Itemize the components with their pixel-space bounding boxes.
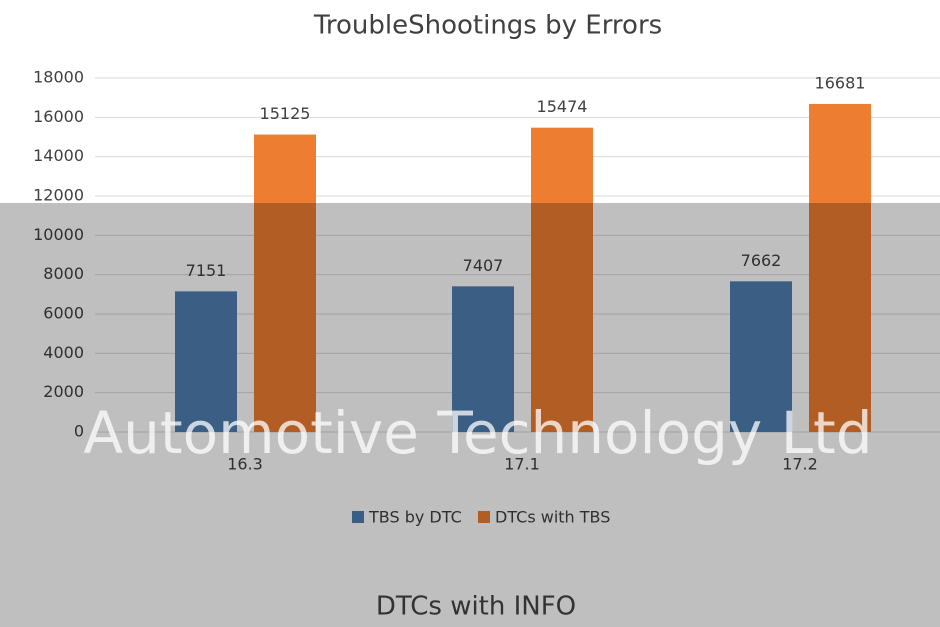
bar	[254, 134, 316, 432]
legend-label: DTCs with TBS	[495, 508, 610, 527]
bar	[730, 281, 792, 432]
x-tick-label: 17.1	[504, 455, 540, 474]
x-tick-label: 16.3	[227, 455, 263, 474]
y-tick-label: 14000	[33, 146, 84, 165]
legend-swatch	[352, 511, 364, 523]
data-label: 15474	[537, 97, 588, 116]
legend-label: TBS by DTC	[368, 508, 462, 527]
y-tick-label: 2000	[43, 382, 84, 401]
data-label: 7151	[186, 261, 227, 280]
x-tick-label: 17.2	[782, 455, 818, 474]
y-tick-label: 18000	[33, 68, 84, 87]
watermark: Automotive Technology Ltd	[83, 399, 872, 467]
data-label: 16681	[815, 73, 866, 92]
y-tick-label: 10000	[33, 225, 84, 244]
data-label: 15125	[260, 104, 311, 123]
y-tick-label: 6000	[43, 304, 84, 323]
chart-title: TroubleShootings by Errors	[313, 11, 662, 41]
bar	[809, 103, 871, 432]
y-tick-label: 8000	[43, 264, 84, 283]
bar	[175, 291, 237, 432]
y-tick-label: 16000	[33, 107, 84, 126]
y-tick-label: 4000	[43, 343, 84, 362]
footer-title: DTCs with INFO	[376, 592, 576, 622]
y-tick-label: 12000	[33, 186, 84, 205]
overlay	[0, 203, 940, 627]
data-label: 7662	[741, 251, 782, 270]
bar	[531, 127, 593, 432]
data-label: 7407	[463, 256, 504, 275]
bar	[452, 286, 514, 432]
y-tick-label: 0	[74, 422, 84, 441]
legend-swatch	[478, 511, 490, 523]
